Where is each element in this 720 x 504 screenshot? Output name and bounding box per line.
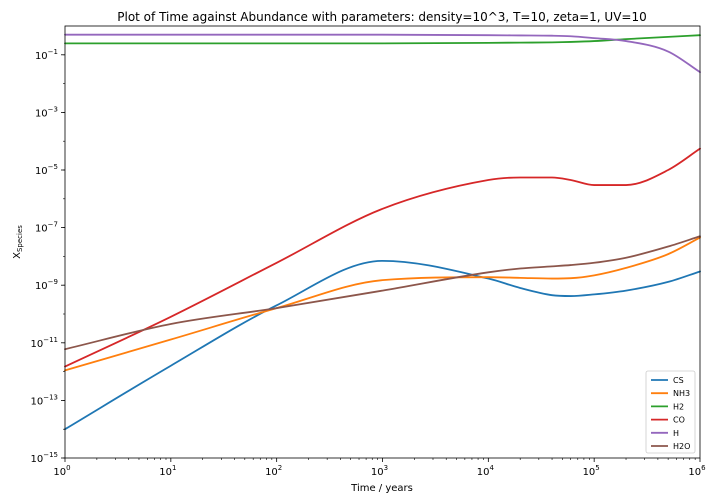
legend-label-h: H <box>673 429 679 438</box>
tick-label: 104 <box>477 464 495 478</box>
tick-label-exponent: −3 <box>48 105 58 113</box>
tick-label: 10−9 <box>35 278 58 292</box>
legend-label-co: CO <box>673 416 685 425</box>
tick-label: 10−11 <box>30 336 58 350</box>
tick-label: 10−13 <box>30 393 58 407</box>
y-axis-label: XSpecies <box>12 225 24 259</box>
tick-label-exponent: −13 <box>43 393 58 401</box>
tick-label-base: 10 <box>159 467 172 478</box>
plot-lines <box>64 33 701 431</box>
tick-label-base: 10 <box>688 467 701 478</box>
x-axis-label: Time / years <box>350 483 413 494</box>
tick-label: 10−5 <box>35 163 58 177</box>
tick-label-base: 10 <box>35 281 48 292</box>
tick-label-exponent: 0 <box>66 464 70 472</box>
tick-label: 10−1 <box>35 48 58 62</box>
plot-frame <box>64 25 701 459</box>
tick-label-exponent: 1 <box>172 464 176 472</box>
legend-label-h2o: H2O <box>673 442 690 451</box>
tick-label-exponent: −5 <box>48 163 58 171</box>
legend-box <box>645 370 696 454</box>
tick-label-exponent: −7 <box>48 221 58 229</box>
y-axis-label-base: X <box>12 252 23 259</box>
legend-label-nh3: NH3 <box>673 389 690 398</box>
tick-label: 103 <box>371 464 388 478</box>
series-line-h <box>64 33 701 74</box>
series-line-cs <box>64 259 701 431</box>
legend: CS NH3 H2 CO H H2O <box>645 370 696 454</box>
tick-label: 10−15 <box>30 451 58 465</box>
tick-label-exponent: 5 <box>595 464 599 472</box>
tick-label: 100 <box>53 464 70 478</box>
tick-label: 102 <box>265 464 282 478</box>
tick-label: 106 <box>688 464 706 478</box>
tick-label-exponent: −15 <box>43 451 58 459</box>
tick-label-base: 10 <box>265 467 278 478</box>
chart-title: Plot of Time against Abundance with para… <box>117 10 646 24</box>
tick-label-exponent: −9 <box>48 278 58 286</box>
tick-label-exponent: 3 <box>384 464 388 472</box>
tick-label-exponent: 6 <box>701 464 706 472</box>
series-line-nh3 <box>64 236 701 372</box>
tick-label-base: 10 <box>35 108 48 119</box>
tick-label-exponent: 2 <box>278 464 282 472</box>
legend-label-h2: H2 <box>673 402 684 411</box>
tick-label: 105 <box>583 464 600 478</box>
tick-label: 101 <box>159 464 176 478</box>
tick-label-base: 10 <box>30 396 43 407</box>
legend-label-cs: CS <box>673 376 684 385</box>
tick-label-base: 10 <box>35 51 48 62</box>
tick-label-base: 10 <box>371 467 384 478</box>
tick-label-base: 10 <box>35 166 48 177</box>
series-line-h2 <box>64 34 701 45</box>
tick-label: 10−7 <box>35 221 58 235</box>
y-axis-label-subscript: Species <box>16 225 24 252</box>
tick-label-exponent: −11 <box>43 336 58 344</box>
tick-label-base: 10 <box>583 467 596 478</box>
tick-label-base: 10 <box>53 467 66 478</box>
tick-label-base: 10 <box>477 467 490 478</box>
tick-label-exponent: −1 <box>48 48 58 56</box>
tick-label-base: 10 <box>30 454 43 465</box>
series-line-h2o <box>64 235 701 351</box>
tick-label-exponent: 4 <box>489 464 494 472</box>
tick-label-base: 10 <box>35 224 48 235</box>
series-line-co <box>64 147 701 368</box>
tick-label: 10−3 <box>35 105 58 119</box>
tick-label-base: 10 <box>30 339 43 350</box>
